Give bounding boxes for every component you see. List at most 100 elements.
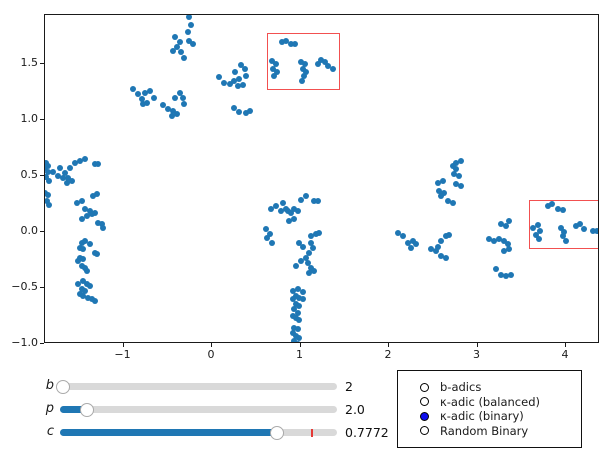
scatter-point xyxy=(442,254,449,261)
scatter-point xyxy=(45,162,52,169)
scatter-point xyxy=(238,62,245,69)
scatter-point xyxy=(263,234,270,241)
slider-handle-c[interactable] xyxy=(269,425,284,440)
scatter-point xyxy=(593,227,598,234)
scatter-point xyxy=(290,329,297,336)
scatter-point xyxy=(438,193,445,200)
scatter-point xyxy=(548,201,555,208)
scatter-point xyxy=(315,197,322,204)
scatter-point xyxy=(45,174,49,181)
radio-circle-selected-icon[interactable] xyxy=(420,411,429,421)
scatter-point xyxy=(455,173,462,180)
scatter-point xyxy=(242,73,249,80)
scatter-point xyxy=(180,55,187,62)
scatter-point xyxy=(434,243,441,250)
scatter-point xyxy=(177,90,184,97)
highlight-rectangle xyxy=(266,32,341,90)
radio-circle-icon[interactable] xyxy=(420,426,429,436)
scatter-point xyxy=(306,270,313,277)
scatter-point xyxy=(278,207,285,214)
scatter-point xyxy=(302,193,309,200)
radio-option-label: κ-adic (balanced) xyxy=(440,394,540,409)
scatter-point xyxy=(73,199,80,206)
scatter-point xyxy=(295,335,302,342)
radio-circle-icon[interactable] xyxy=(420,382,429,392)
scatter-point xyxy=(139,95,146,102)
radio-circle-icon[interactable] xyxy=(420,397,429,407)
x-tick-label: 1 xyxy=(296,348,303,361)
slider-value-b: 2 xyxy=(345,379,353,394)
x-tick-mark xyxy=(476,343,478,347)
scatter-point xyxy=(308,240,315,247)
radio-option-label: b-adics xyxy=(440,380,482,395)
scatter-point xyxy=(404,240,411,247)
x-tick-label: −1 xyxy=(114,348,131,361)
slider-handle-b[interactable] xyxy=(56,379,71,394)
scatter-point xyxy=(457,183,464,190)
slider-label-c: c xyxy=(46,424,54,439)
scatter-point xyxy=(79,255,86,262)
scatter-point xyxy=(306,250,313,257)
scatter-point xyxy=(71,159,78,166)
scatter-point xyxy=(100,224,107,231)
scatter-point xyxy=(457,158,464,165)
scatter-point xyxy=(295,317,302,324)
scatter-point xyxy=(86,207,93,214)
scatter-point xyxy=(173,44,180,51)
scatter-point xyxy=(64,175,71,182)
scatter-point xyxy=(231,104,238,111)
scatter-point xyxy=(427,245,434,252)
scatter-point xyxy=(290,288,297,295)
slider-value-c: 0.7772 xyxy=(345,425,389,440)
radio-legend: b-adics κ-adic (balanced) κ-adic (binary) R… xyxy=(397,370,582,448)
scatter-point xyxy=(294,207,301,214)
scatter-point xyxy=(438,237,445,244)
slider-track-b[interactable] xyxy=(60,383,337,390)
scatter-point xyxy=(55,173,61,180)
slider-fill-c xyxy=(60,429,277,436)
scatter-point xyxy=(298,196,305,203)
scatter-point xyxy=(283,37,290,44)
scatter-point xyxy=(270,73,277,80)
scatter-point xyxy=(93,251,100,258)
scatter-point xyxy=(294,326,301,333)
scatter-point xyxy=(435,187,442,194)
scatter-point xyxy=(442,233,449,240)
y-tick-mark xyxy=(40,175,44,177)
scatter-point xyxy=(69,177,76,184)
y-tick-mark xyxy=(40,287,44,289)
scatter-point xyxy=(84,268,91,275)
slider-track-c[interactable] xyxy=(60,429,337,436)
scatter-plot xyxy=(44,14,599,343)
scatter-point xyxy=(532,232,539,239)
scatter-point xyxy=(236,75,243,82)
scatter-point xyxy=(295,302,302,309)
scatter-point xyxy=(75,258,82,265)
scatter-point xyxy=(78,240,85,247)
y-tick-label: 1.5 xyxy=(20,56,39,70)
scatter-point xyxy=(60,175,67,182)
scatter-point xyxy=(45,168,52,175)
scatter-point xyxy=(498,271,505,278)
scatter-point xyxy=(291,205,298,212)
scatter-point xyxy=(495,235,502,242)
scatter-point xyxy=(291,306,298,313)
scatter-point xyxy=(301,61,308,68)
scatter-point xyxy=(438,252,445,259)
radio-option-2[interactable]: κ-adic (balanced) xyxy=(420,394,581,409)
scatter-point xyxy=(86,241,93,248)
slider-fill-p xyxy=(60,406,84,413)
radio-option-3[interactable]: κ-adic (binary) xyxy=(420,409,581,424)
scatter-point xyxy=(317,56,324,63)
radio-option-1[interactable]: b-adics xyxy=(420,380,581,395)
scatter-point xyxy=(56,165,63,172)
scatter-point xyxy=(62,169,69,176)
scatter-point xyxy=(141,90,148,97)
slider-track-p[interactable] xyxy=(60,406,337,413)
scatter-point xyxy=(501,237,508,244)
scatter-point xyxy=(150,94,157,101)
slider-handle-p[interactable] xyxy=(79,402,94,417)
scatter-point xyxy=(537,227,544,234)
radio-option-4[interactable]: Random Binary xyxy=(420,424,581,439)
